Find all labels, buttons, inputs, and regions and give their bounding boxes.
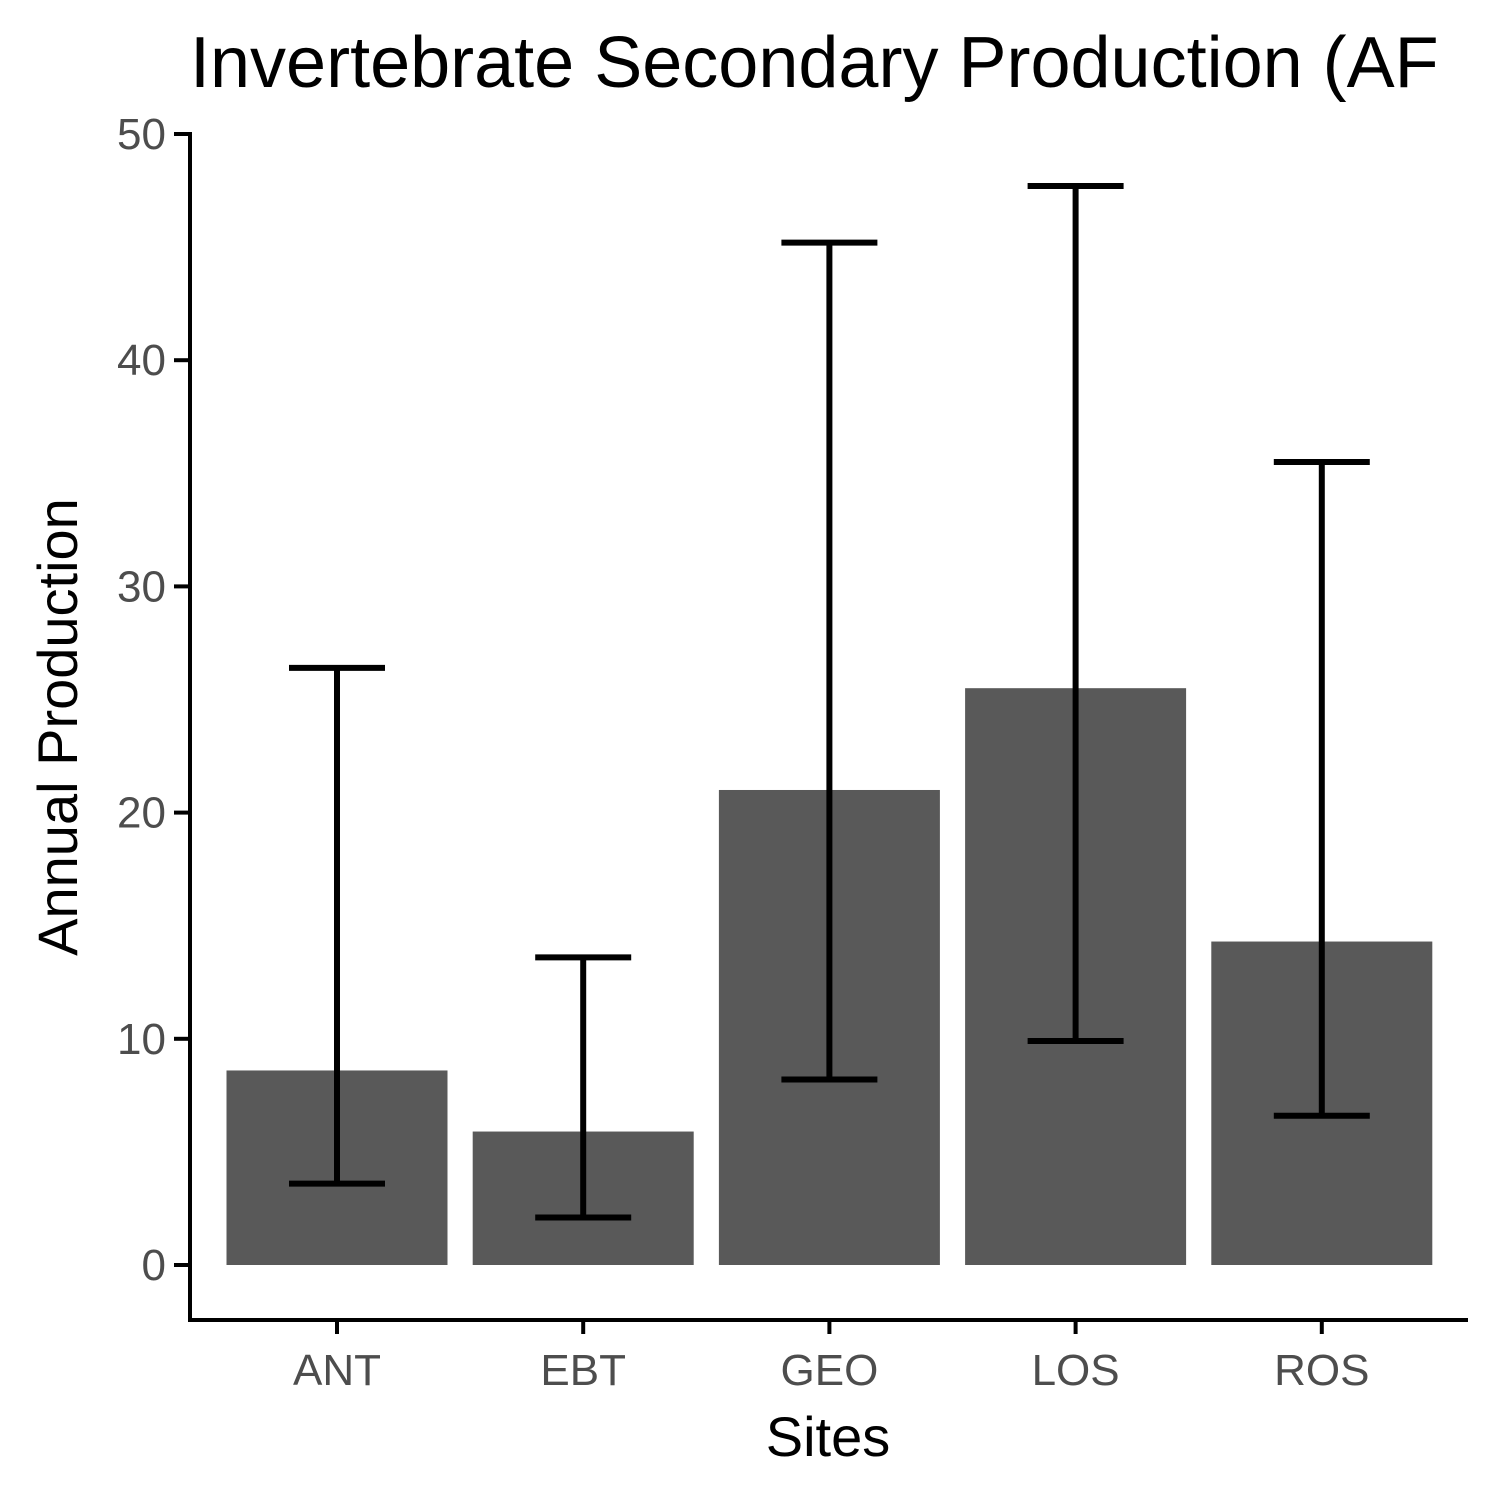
x-tick-label-ebt: EBT: [540, 1346, 626, 1395]
chart-title: Invertebrate Secondary Production (AF: [190, 23, 1439, 103]
y-tick-label: 40: [117, 336, 166, 385]
errorbar-ant: [289, 664, 385, 1187]
x-tick-label-geo: GEO: [781, 1346, 879, 1395]
ticks-layer: 0 10 20 30 40 50 ANT EBT GEO LOS ROS: [117, 110, 1369, 1395]
x-tick-label-los: LOS: [1032, 1346, 1120, 1395]
errorbar-ros: [1273, 458, 1370, 1119]
x-axis-title: Sites: [766, 1405, 891, 1468]
y-tick-label: 30: [117, 562, 166, 611]
y-tick-label: 50: [117, 110, 166, 159]
x-tick-label-ros: ROS: [1274, 1346, 1369, 1395]
errorbar-geo: [781, 239, 878, 1083]
y-tick-label: 20: [117, 789, 166, 838]
y-tick-label: 0: [142, 1241, 166, 1290]
y-axis-title: Annual Production: [26, 498, 89, 956]
x-tick-label-ant: ANT: [293, 1346, 381, 1395]
errorbar-ebt: [535, 954, 632, 1221]
errorbar-los: [1027, 183, 1124, 1045]
errorbars-layer: [289, 183, 1370, 1221]
y-tick-label: 10: [117, 1015, 166, 1064]
